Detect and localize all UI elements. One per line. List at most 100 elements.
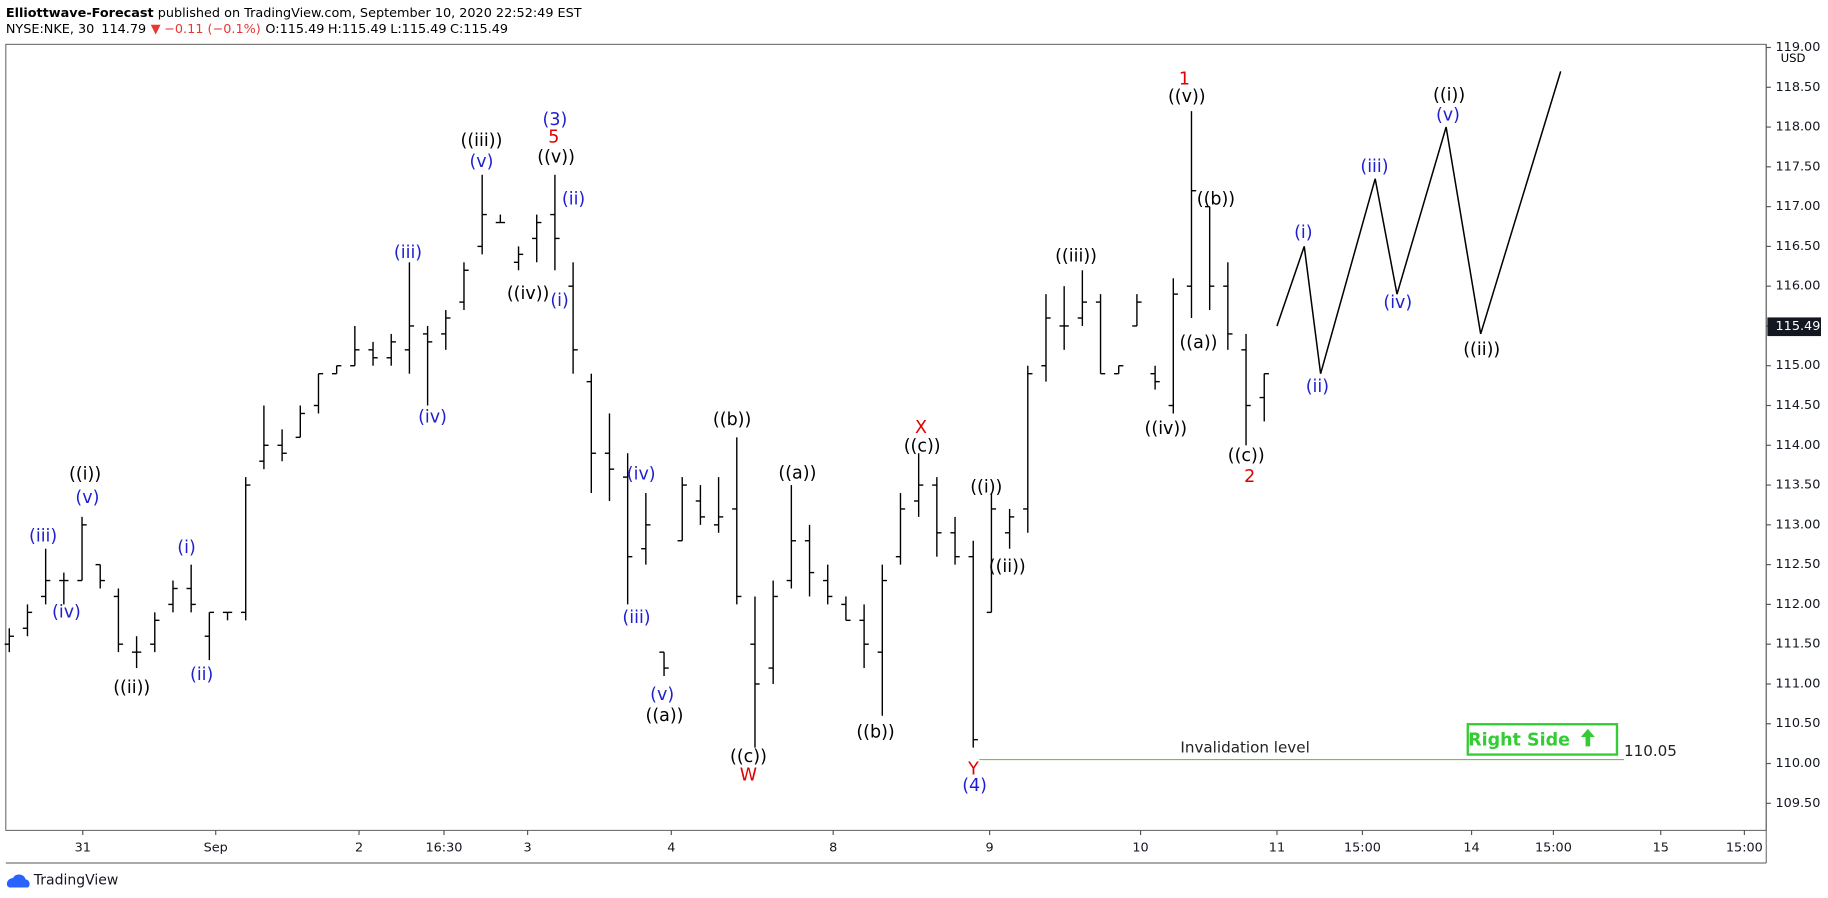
- wave-label: (v): [1436, 105, 1460, 125]
- wave-label: ((c)): [1228, 446, 1265, 466]
- y-tick-label: 114.00: [1776, 438, 1821, 453]
- wave-label: ((i)): [69, 465, 101, 485]
- wave-label: ((c)): [730, 747, 767, 767]
- wave-label: (v): [650, 685, 674, 705]
- wave-label: ((v)): [1168, 87, 1206, 107]
- x-tick-label: 16:30: [426, 840, 463, 855]
- y-tick-label: 112.50: [1776, 557, 1821, 572]
- x-tick-label: 9: [986, 840, 994, 855]
- wave-label: 1: [1179, 69, 1190, 89]
- wave-label: W: [740, 766, 757, 786]
- y-tick-label: 111.00: [1776, 676, 1821, 691]
- wave-label: (ii): [1306, 377, 1329, 397]
- x-tick-label: 15:00: [1726, 840, 1763, 855]
- wave-label: (iv): [1383, 293, 1412, 313]
- wave-label: (iii): [622, 608, 650, 628]
- wave-label: ((i)): [1433, 86, 1465, 106]
- published: published on TradingView.com, September …: [154, 5, 582, 20]
- x-tick-label: 14: [1463, 840, 1479, 855]
- last-price-box: [1767, 317, 1822, 337]
- y-tick-label: 110.00: [1776, 756, 1821, 771]
- wave-label: ((iii)): [461, 131, 503, 151]
- x-tick-label: 15:00: [1535, 840, 1572, 855]
- y-tick-label: 110.50: [1776, 716, 1821, 731]
- wave-label: ((ii)): [113, 678, 150, 698]
- y-tick-label: 113.50: [1776, 478, 1821, 493]
- x-tick-label: 15:00: [1344, 840, 1381, 855]
- y-tick-label: 115.00: [1776, 358, 1821, 373]
- x-tick-label: 15: [1653, 840, 1669, 855]
- wave-label: (iv): [52, 602, 81, 622]
- y-tick-label: 118.50: [1776, 80, 1821, 95]
- wave-label: (iv): [418, 408, 447, 428]
- ohlc-close: C:115.49: [450, 22, 508, 37]
- wave-label: ((a)): [1179, 333, 1217, 353]
- wave-label: X: [915, 418, 927, 438]
- y-tick-label: 111.50: [1776, 637, 1821, 652]
- wave-label: ((ii)): [1463, 340, 1500, 360]
- ohlc-open: O:115.49: [265, 22, 324, 37]
- down-arrow: ▼: [151, 22, 161, 37]
- y-tick-label: 116.50: [1776, 239, 1821, 254]
- wave-label: 2: [1244, 467, 1255, 487]
- invalidation-label: Invalidation level: [1180, 738, 1309, 756]
- badge-arrow: [1580, 728, 1595, 747]
- wave-label: (v): [75, 488, 99, 508]
- wave-label: (iii): [29, 526, 57, 546]
- y-tick-label: 113.00: [1776, 517, 1821, 532]
- x-tick-label: 4: [667, 840, 675, 855]
- wave-label: ((iii)): [1055, 247, 1097, 267]
- wave-label: ((a)): [778, 463, 816, 483]
- wave-label: (i): [177, 538, 196, 558]
- symbol-line: NYSE:NKE, 30 114.79 ▼ −0.11 (−0.1%) O:115.49…: [6, 22, 508, 37]
- wave-label: 5: [548, 128, 559, 148]
- y-tick-label: 112.00: [1776, 597, 1821, 612]
- y-tick-label: 119.00: [1776, 40, 1821, 55]
- wave-label: (iv): [627, 465, 656, 485]
- x-tick-label: 2: [355, 840, 363, 855]
- y-tick-label: 117.00: [1776, 199, 1821, 214]
- wave-label: ((c)): [904, 437, 941, 457]
- y-tick-label: 114.50: [1776, 398, 1821, 413]
- logo: [6, 874, 30, 888]
- wave-label: ((b)): [856, 722, 894, 742]
- symbol: NYSE:NKE, 30: [6, 22, 94, 37]
- wave-label: ((i)): [970, 477, 1002, 497]
- brand: TradingView: [33, 873, 118, 889]
- wave-label: ((iv)): [1145, 419, 1187, 439]
- wave-label: (iii): [394, 243, 422, 263]
- wave-label: ((iv)): [507, 284, 549, 304]
- author: Elliottwave-Forecast: [6, 5, 154, 20]
- currency: USD: [1781, 51, 1806, 65]
- wave-label: Y: [967, 760, 979, 780]
- x-tick-label: 3: [524, 840, 532, 855]
- wave-label: (ii): [190, 665, 213, 685]
- ohlc-low: L:115.49: [390, 22, 446, 37]
- x-tick-label: 31: [75, 840, 91, 855]
- last-price: 115.49: [1776, 319, 1821, 334]
- change: −0.11 (−0.1%): [164, 22, 261, 37]
- wave-label: ((a)): [646, 706, 684, 726]
- wave-label: ((b)): [1197, 189, 1235, 209]
- wave-label: (3): [543, 110, 568, 130]
- x-tick-label: 8: [829, 840, 837, 855]
- wave-label: ((ii)): [989, 557, 1026, 577]
- wave-label: (v): [469, 152, 493, 172]
- badge-text: Right Side: [1468, 731, 1570, 751]
- x-tick-label: 10: [1132, 840, 1148, 855]
- price: 114.79: [101, 22, 146, 37]
- plot-frame: [5, 43, 1767, 831]
- y-tick-label: 118.00: [1776, 120, 1821, 135]
- x-tick-label: Sep: [204, 840, 228, 855]
- wave-label: ((v)): [537, 147, 575, 167]
- x-tick-label: 11: [1269, 840, 1285, 855]
- wave-label: (iii): [1360, 157, 1388, 177]
- invalidation-value: 110.05: [1624, 742, 1677, 760]
- ohlc-high: H:115.49: [328, 22, 387, 37]
- wave-label: (4): [962, 776, 987, 796]
- header-line: Elliottwave-Forecast published on Tradin…: [6, 5, 582, 20]
- y-tick-label: 116.00: [1776, 279, 1821, 294]
- y-tick-label: 109.50: [1776, 796, 1821, 811]
